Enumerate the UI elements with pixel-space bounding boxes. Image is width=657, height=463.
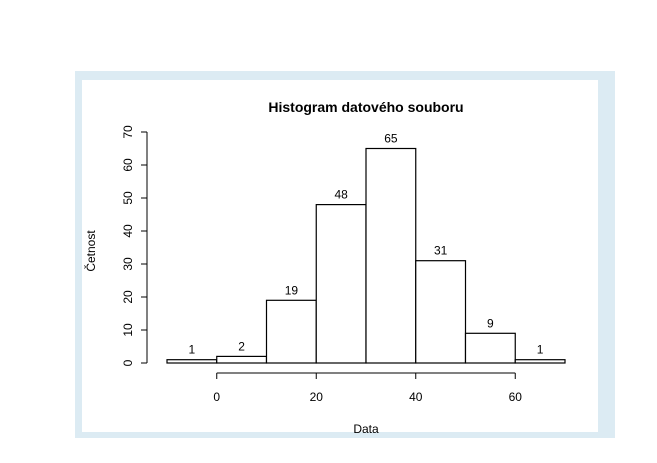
x-tick-label: 20: [310, 390, 324, 404]
chart-title: Histogram datového souboru: [268, 99, 463, 115]
bar-count-label: 48: [334, 188, 348, 202]
y-axis-label: Četnost: [83, 230, 98, 272]
bar-labels: 1 2 19 48 65 31 9 1: [189, 132, 544, 357]
y-tick-label: 30: [121, 257, 135, 271]
y-tick-label: 20: [121, 290, 135, 304]
x-tick-label: 60: [509, 390, 523, 404]
y-tick-label: 0: [121, 359, 135, 366]
bars: [166, 147, 566, 364]
histogram-bar: [315, 204, 367, 364]
bar-count-label: 65: [384, 132, 398, 146]
y-axis: 0 10 20 30 40 50 60 70: [121, 125, 148, 366]
bar-count-label: 2: [238, 339, 245, 353]
bar-count-label: 1: [537, 343, 544, 357]
histogram-bar: [265, 299, 317, 364]
histogram-bar: [365, 147, 417, 364]
bar-count-label: 9: [487, 316, 494, 330]
histogram-bar: [514, 359, 566, 364]
y-tick-label: 50: [121, 191, 135, 205]
histogram-bar: [464, 332, 516, 364]
y-tick-label: 10: [121, 323, 135, 337]
bar-count-label: 31: [434, 244, 448, 258]
y-tick-label: 40: [121, 224, 135, 238]
x-tick-label: 40: [409, 390, 423, 404]
x-tick-label: 0: [213, 390, 220, 404]
histogram-bar: [166, 359, 218, 364]
x-axis-label: Data: [353, 422, 379, 436]
y-tick-label: 60: [121, 158, 135, 172]
histogram-bar: [216, 355, 268, 364]
bar-count-label: 1: [189, 343, 196, 357]
y-tick-label: 70: [121, 125, 135, 139]
bar-count-label: 19: [285, 283, 299, 297]
histogram-bar: [415, 260, 467, 364]
x-axis: 0 20 40 60: [213, 372, 523, 404]
